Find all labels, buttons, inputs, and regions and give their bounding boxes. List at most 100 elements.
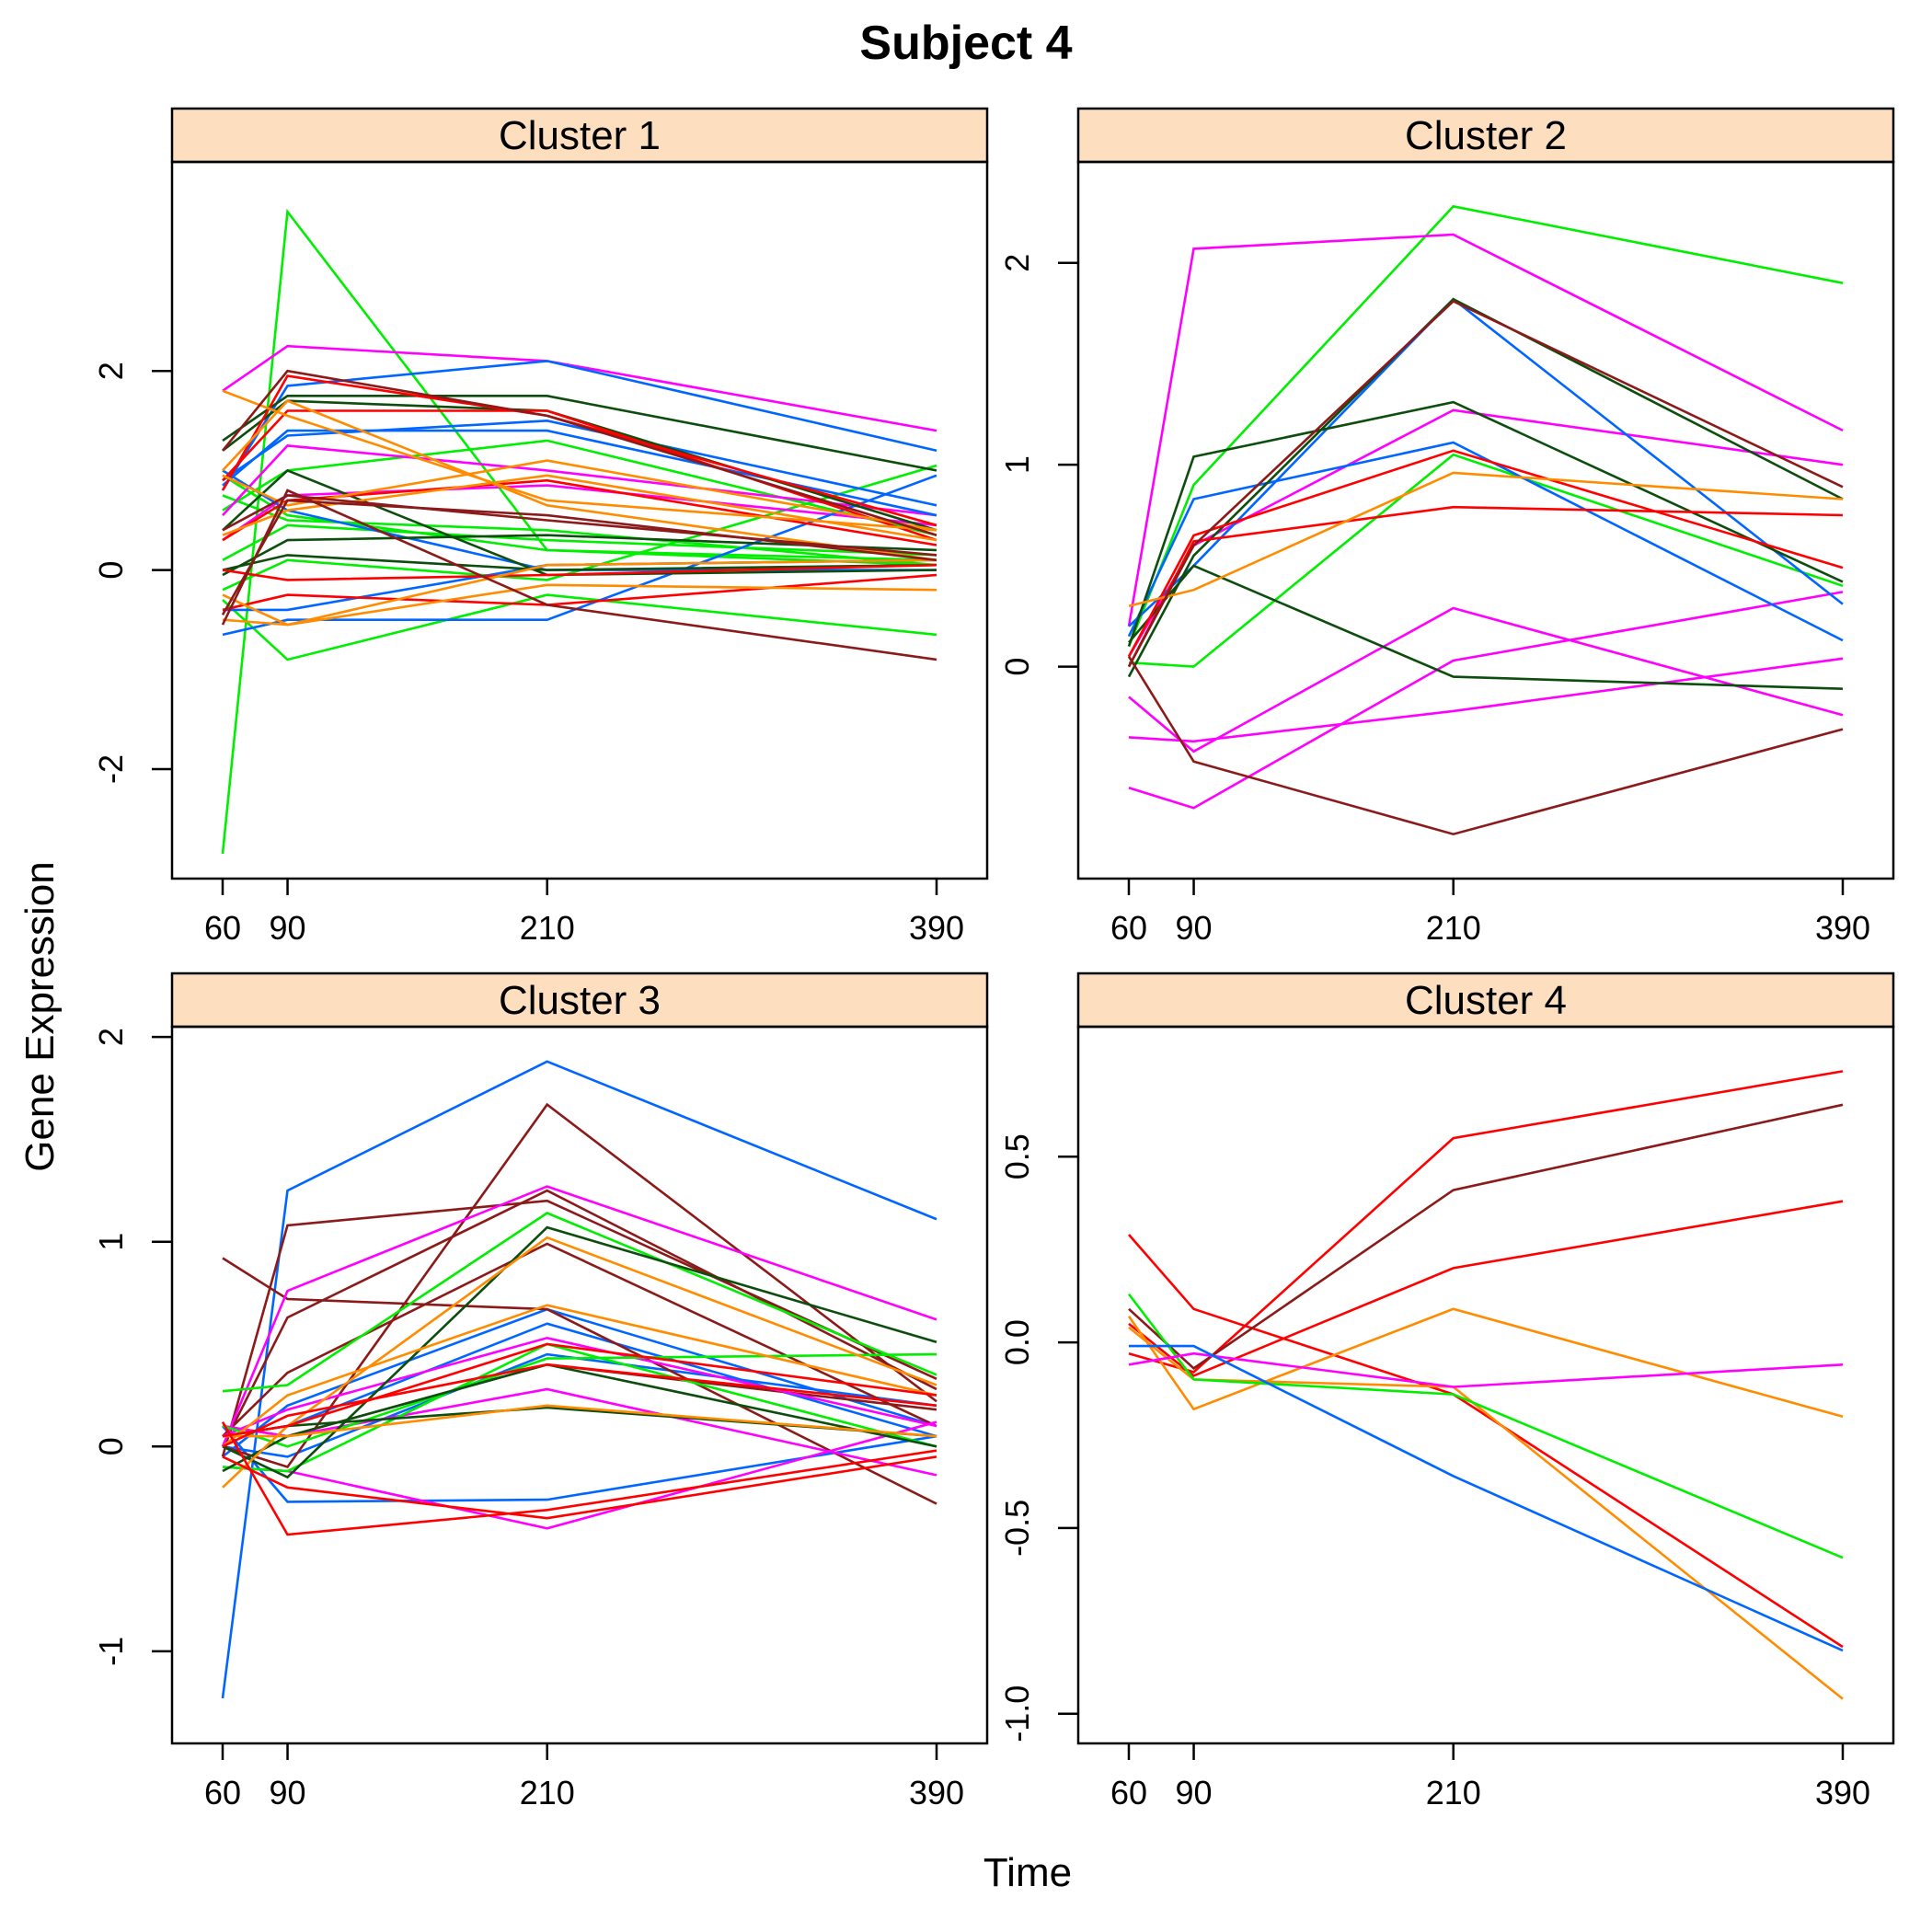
series-group <box>221 208 937 855</box>
series-line <box>222 468 937 577</box>
y-tick-label: 0.0 <box>998 1319 1036 1365</box>
plot-frame <box>170 1025 989 1745</box>
series-line <box>222 399 937 562</box>
x-tick-label: 60 <box>1110 909 1147 947</box>
panel-title: Cluster 1 <box>499 113 661 158</box>
y-tick-label: -0.5 <box>998 1500 1036 1557</box>
y-tick-label: 0 <box>998 658 1036 676</box>
series-line <box>222 344 937 432</box>
x-tick-label: 60 <box>204 1774 241 1811</box>
x-tick-label: 210 <box>1426 1774 1481 1811</box>
x-axis-label: Time <box>983 1850 1072 1895</box>
series-line <box>222 583 937 627</box>
series-line <box>222 1242 937 1438</box>
panel-title: Cluster 4 <box>1405 978 1567 1023</box>
series-line <box>1128 1234 1844 1649</box>
series-line <box>222 474 937 562</box>
plot-frame <box>1076 1025 1895 1745</box>
series-line <box>1128 591 1844 810</box>
series-line <box>1127 233 1844 627</box>
x-tick-label: 390 <box>1815 909 1870 947</box>
series-line <box>222 1212 937 1393</box>
series-group <box>221 1060 937 1699</box>
x-tick-label: 60 <box>204 909 241 947</box>
series-line <box>222 1352 937 1458</box>
series-line <box>222 563 937 581</box>
series-line <box>1128 1351 1844 1388</box>
series-line <box>221 360 937 491</box>
series-line <box>1128 657 1844 743</box>
series-line <box>221 499 937 615</box>
panel-2: Cluster 2 60 90 210 390 0 1 2 <box>998 107 1895 947</box>
x-tick-label: 90 <box>1176 1774 1213 1811</box>
strip-header <box>1076 107 1895 164</box>
series-line <box>221 369 937 536</box>
x-tick-label: 90 <box>1176 909 1213 947</box>
y-tick-label: 2 <box>92 362 130 380</box>
series-line <box>222 474 937 637</box>
series-line <box>221 1420 937 1536</box>
y-tick-label: 1 <box>998 455 1036 474</box>
y-tick-label: 0.5 <box>998 1133 1036 1179</box>
series-line <box>1128 606 1844 753</box>
y-tick-label: 2 <box>92 1028 130 1046</box>
series-line <box>1128 453 1844 668</box>
series-line <box>222 593 937 661</box>
y-tick-label: 0 <box>92 1437 130 1455</box>
y-tick-label: 2 <box>998 254 1036 272</box>
panel-1: Cluster 1 60 90 210 390 -2 0 2 <box>92 107 989 947</box>
panel-3: Cluster 3 60 90 210 390 -1 0 1 2 <box>92 972 989 1811</box>
series-line <box>1127 299 1844 668</box>
x-tick-label: 90 <box>270 909 306 947</box>
series-line <box>222 474 937 542</box>
series-line <box>221 1185 937 1447</box>
series-line <box>1127 441 1844 642</box>
series-line <box>1128 1070 1844 1374</box>
series-line <box>1127 204 1844 648</box>
series-group <box>1127 204 1844 836</box>
strip-header <box>1076 972 1895 1029</box>
series-line <box>1128 564 1844 690</box>
series-line <box>222 558 937 627</box>
series-line <box>222 459 937 532</box>
series-line <box>222 429 937 517</box>
plot-frame <box>170 160 989 880</box>
series-line <box>1128 1200 1844 1377</box>
series-line <box>1127 297 1844 678</box>
series-line <box>1128 1326 1844 1700</box>
series-line <box>222 1363 937 1473</box>
series-line <box>222 1336 937 1438</box>
series-line <box>221 208 937 855</box>
series-line <box>222 1236 937 1489</box>
panel-title: Cluster 3 <box>499 978 661 1023</box>
series-line <box>222 1342 937 1473</box>
x-tick-label: 210 <box>520 1774 575 1811</box>
series-line <box>1127 1307 1844 1419</box>
series-line <box>1129 1344 1844 1652</box>
panel-title: Cluster 2 <box>1405 113 1567 158</box>
series-line <box>221 1189 937 1447</box>
series-line <box>222 1304 937 1448</box>
strip-header <box>170 972 989 1029</box>
y-tick-label: -2 <box>92 754 130 784</box>
series-line <box>223 1404 937 1438</box>
x-tick-label: 60 <box>1110 1774 1147 1811</box>
y-tick-label: -1.0 <box>998 1685 1036 1742</box>
series-line <box>222 494 937 567</box>
y-tick-label: -1 <box>92 1637 130 1666</box>
series-line <box>1127 449 1844 658</box>
series-line <box>222 554 937 571</box>
series-line <box>1127 655 1844 836</box>
y-tick-label: 0 <box>92 561 130 580</box>
series-line <box>221 374 937 527</box>
x-tick-label: 90 <box>270 1774 306 1811</box>
x-tick-label: 210 <box>520 909 575 947</box>
series-line <box>222 1455 937 1520</box>
series-line <box>222 573 937 612</box>
series-line <box>221 1060 937 1699</box>
y-axis-label: Gene Expression <box>17 861 63 1172</box>
series-line <box>1127 408 1844 658</box>
y-tick-label: 1 <box>92 1233 130 1251</box>
